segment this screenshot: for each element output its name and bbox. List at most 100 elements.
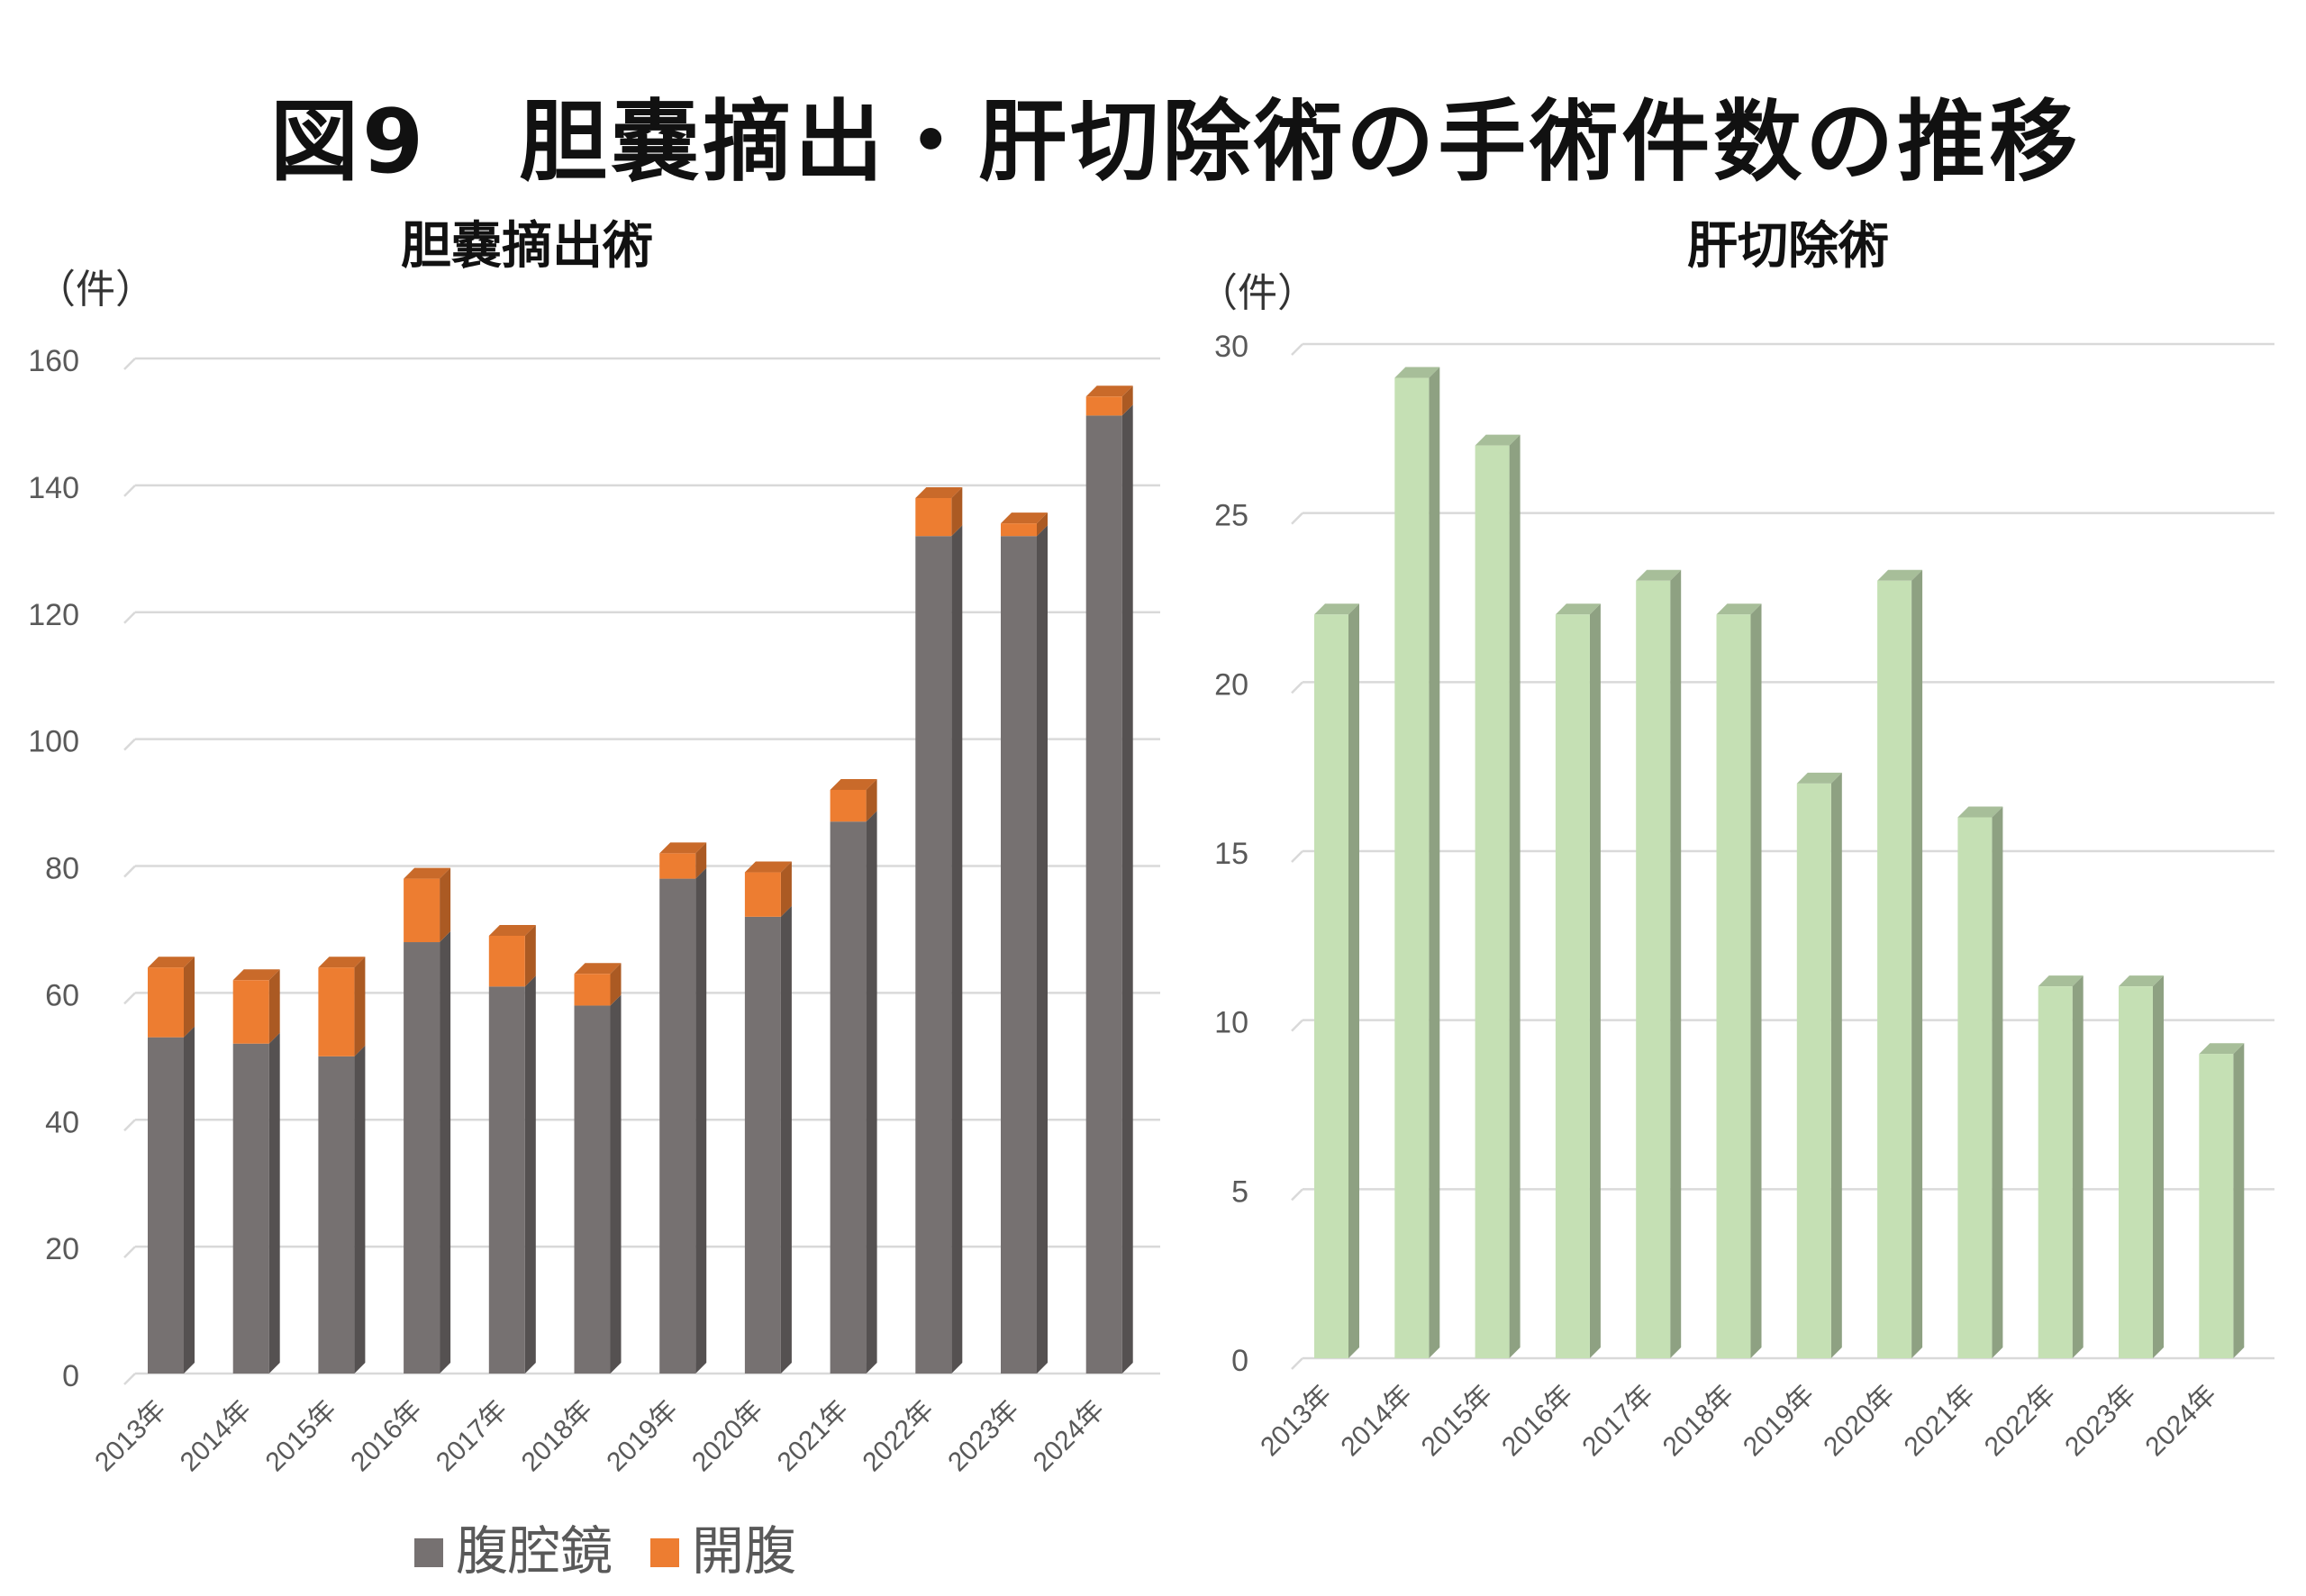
- chart-0-gridline-depth: [123, 358, 136, 370]
- chart-1-bar: [1314, 603, 1359, 1358]
- chart-1-x-tick: 2018年: [1657, 1380, 1740, 1463]
- chart-1-bar-front: [2199, 1054, 2234, 1358]
- chart-1-bar-side: [1509, 434, 1521, 1359]
- chart-0-bar-open: [318, 957, 366, 1056]
- chart-0-bar-open-top: [148, 957, 195, 968]
- chart-0-bar-laparoscopic: [1001, 525, 1048, 1374]
- chart-0-bar-laparoscopic-side: [524, 975, 536, 1374]
- chart-1-gridline-depth: [1291, 512, 1303, 525]
- chart-0-bar-laparoscopic-side: [184, 1026, 195, 1374]
- chart-0-gridline-depth: [123, 1373, 136, 1385]
- chart-1-x-tick: 2014年: [1336, 1380, 1419, 1463]
- chart-0-bar-open-top: [659, 842, 707, 854]
- chart-0-x-tick: 2022年: [858, 1395, 940, 1478]
- chart-1-bar-front: [1957, 817, 1993, 1358]
- chart-1-bar-top: [1555, 603, 1601, 615]
- chart-1-gridline-depth: [1291, 681, 1303, 694]
- chart-0-x-tick: 2023年: [942, 1395, 1025, 1478]
- chart-0-bar-open: [148, 957, 195, 1038]
- chart-0-bar-open-side: [524, 924, 536, 987]
- chart-0-y-tick: 140: [28, 471, 79, 505]
- chart-0-title: 胆嚢摘出術: [401, 217, 653, 276]
- chart-0-bar-open: [915, 486, 963, 537]
- chart-0-bar-open-side: [695, 842, 707, 879]
- chart-0-y-tick: 120: [28, 598, 79, 632]
- chart-1-y-tick: 15: [1214, 837, 1248, 871]
- chart-0-bar-open-front: [404, 878, 440, 943]
- chart-0-bar-open-side: [866, 778, 877, 822]
- chart-1-bar-top: [1957, 806, 2003, 818]
- chart-1-x-tick: 2016年: [1496, 1380, 1579, 1463]
- chart-0-bar-laparoscopic-front: [148, 1037, 184, 1374]
- chart-0-bar-laparoscopic: [830, 811, 877, 1374]
- chart-1-bar-front: [2038, 986, 2073, 1358]
- chart-1-x-tick: 2015年: [1416, 1380, 1499, 1463]
- figure-title: 図9 胆嚢摘出・肝切除術の手術件数の推移: [270, 91, 2082, 194]
- chart-1-x-tick: 2019年: [1738, 1380, 1820, 1463]
- chart-1-y-tick: 20: [1214, 667, 1248, 702]
- chart-0-bar-laparoscopic: [488, 975, 536, 1374]
- chart-0-bar-laparoscopic: [744, 905, 792, 1374]
- chart-0-bar-open-top: [488, 924, 536, 936]
- chart-0-bar-open: [830, 778, 877, 822]
- chart-0-bar-open-top: [232, 969, 280, 981]
- chart-0-y-tick: 40: [45, 1105, 79, 1139]
- chart-0-bar-laparoscopic: [148, 1026, 195, 1374]
- chart-0-x-tick: 2019年: [601, 1395, 684, 1478]
- chart-0-gridline-depth: [123, 484, 136, 497]
- chart-1-x-tick: 2022年: [1979, 1380, 2062, 1463]
- chart-0-bar-laparoscopic-front: [915, 536, 952, 1374]
- chart-1-bar-front: [1716, 614, 1751, 1358]
- chart-0-gridline-depth: [123, 738, 136, 751]
- chart-0-bar-laparoscopic: [404, 931, 451, 1374]
- chart-1-y-tick: 5: [1231, 1174, 1248, 1209]
- chart-0-y-tick: 160: [28, 344, 79, 378]
- chart-1-bar-front: [2119, 986, 2153, 1358]
- chart-1-bar: [2199, 1043, 2245, 1358]
- chart-1-x-tick: 2021年: [1899, 1380, 1982, 1463]
- chart-1-bar: [2119, 975, 2164, 1358]
- chart-1-gridline-depth: [1291, 1357, 1303, 1370]
- chart-1-x-tick: 2020年: [1818, 1380, 1901, 1463]
- chart-1-x-tick: 2017年: [1576, 1380, 1659, 1463]
- chart-1-bar-top: [2038, 975, 2084, 987]
- chart-0-bar-open-front: [830, 789, 867, 822]
- chart-0-bar-open-side: [354, 957, 366, 1056]
- chart-0-bar-open-top: [744, 861, 792, 873]
- chart-0-bar-laparoscopic-side: [440, 931, 451, 1374]
- chart-0-bar-open-front: [488, 935, 525, 987]
- chart-0-bar-open-side: [1037, 512, 1048, 537]
- chart-0-bar-open-front: [232, 980, 269, 1044]
- chart-1-bar-top: [1314, 603, 1359, 615]
- chart-1-bar-front: [1636, 580, 1671, 1358]
- chart-0-legend-label: 開腹: [692, 1520, 796, 1582]
- chart-0-bar-laparoscopic: [659, 867, 707, 1374]
- chart-1-x-tick: 2024年: [2140, 1380, 2223, 1463]
- chart-1-bar-top: [1716, 603, 1762, 615]
- chart-0-bar-open-top: [830, 778, 877, 790]
- chart-0-bar-open: [404, 867, 451, 943]
- chart-0-y-tick: 20: [45, 1232, 79, 1266]
- chart-1-bar-side: [2153, 975, 2164, 1358]
- chart-0-bar-laparoscopic-front: [488, 986, 525, 1374]
- chart-0-bar-laparoscopic-side: [695, 867, 707, 1374]
- chart-0-bar-laparoscopic-side: [354, 1045, 366, 1374]
- chart-0-bar-open-front: [148, 967, 184, 1038]
- chart-1-bar-top: [1475, 434, 1521, 446]
- chart-0-bar-laparoscopic-front: [830, 821, 867, 1374]
- chart-1-bar-side: [1750, 603, 1762, 1358]
- chart-1-bar-side: [1429, 367, 1440, 1358]
- chart-1-bar: [1394, 367, 1440, 1358]
- chart-0-bar-laparoscopic-front: [574, 1005, 611, 1374]
- chart-1-bar: [1636, 569, 1682, 1358]
- chart-1-bar-top: [2119, 975, 2164, 987]
- chart-0-bar-open-front: [659, 853, 696, 879]
- chart-0-bar-open-side: [610, 963, 622, 1006]
- chart-0-bar-laparoscopic-side: [610, 994, 622, 1374]
- chart-0-gridline-depth: [123, 992, 136, 1005]
- chart-0-bar-laparoscopic-front: [1085, 415, 1122, 1374]
- chart-0-bar-open: [488, 924, 536, 987]
- chart-1-gridline-depth: [1291, 343, 1303, 356]
- chart-1-bar: [1796, 772, 1842, 1358]
